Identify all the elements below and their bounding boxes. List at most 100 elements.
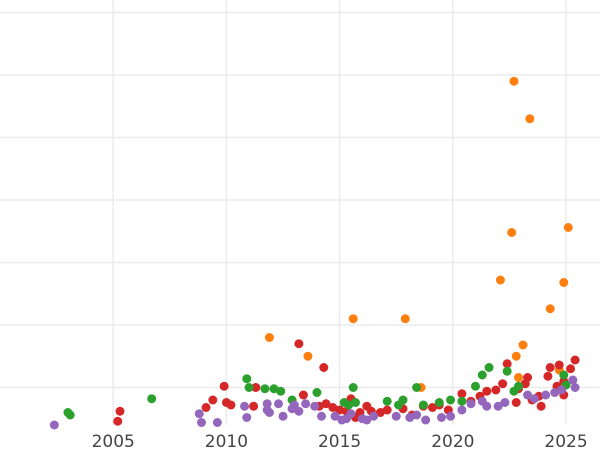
data-point	[457, 405, 467, 415]
data-point	[557, 385, 567, 395]
data-point	[294, 339, 304, 349]
data-point	[559, 370, 569, 380]
x-tick-label-2010: 2010	[205, 432, 248, 450]
data-point	[321, 399, 331, 409]
data-point	[421, 415, 431, 425]
x-tick-label-2025: 2025	[544, 432, 587, 450]
data-point	[570, 383, 580, 392]
data-point	[418, 400, 428, 410]
data-point	[523, 373, 533, 382]
data-point	[303, 351, 313, 361]
data-point	[470, 381, 480, 391]
data-point	[269, 384, 279, 394]
x-tick-label-2005: 2005	[92, 432, 135, 450]
data-point	[194, 409, 204, 419]
data-point	[289, 400, 299, 410]
data-point	[536, 401, 546, 411]
data-point	[545, 304, 555, 314]
data-point	[65, 410, 75, 420]
data-point	[446, 411, 456, 421]
data-point	[113, 416, 123, 426]
data-point	[500, 398, 510, 407]
data-point	[298, 390, 308, 400]
x-tick-label-2020: 2020	[431, 432, 474, 450]
data-point	[525, 114, 535, 124]
data-point	[317, 411, 327, 421]
data-point	[457, 396, 467, 406]
data-point	[147, 394, 157, 404]
data-point	[511, 398, 521, 407]
data-point	[346, 409, 356, 419]
data-point	[273, 399, 283, 409]
data-point	[382, 396, 392, 406]
data-point	[197, 418, 207, 427]
data-point	[260, 384, 270, 394]
data-point	[276, 386, 286, 396]
data-point	[491, 385, 501, 395]
data-point	[563, 223, 573, 232]
data-point	[330, 411, 340, 421]
data-point	[219, 381, 229, 391]
data-point	[457, 389, 467, 399]
data-point	[350, 398, 360, 407]
data-point	[335, 405, 345, 415]
data-point	[348, 314, 358, 324]
data-point	[49, 420, 59, 430]
data-point	[502, 359, 512, 369]
data-point	[310, 401, 320, 411]
data-point	[482, 401, 492, 411]
data-point	[498, 379, 508, 389]
data-point	[244, 383, 254, 392]
data-point	[278, 411, 288, 421]
data-point	[391, 411, 401, 421]
data-point	[566, 364, 576, 374]
data-point	[262, 399, 272, 409]
data-point	[513, 373, 523, 382]
data-point	[328, 403, 338, 412]
x-axis-ticks: 2005 2010 2015 2020 2025	[92, 432, 588, 450]
grid-lines	[0, 0, 600, 425]
data-point	[319, 363, 329, 372]
data-point	[251, 383, 261, 392]
data-point	[344, 400, 354, 410]
data-point	[482, 386, 492, 396]
data-point	[362, 415, 372, 425]
data-point	[208, 395, 218, 405]
data-point	[348, 383, 358, 392]
data-point	[523, 390, 533, 400]
data-point	[543, 371, 553, 381]
data-point	[212, 418, 222, 427]
data-point	[398, 395, 408, 405]
data-point	[434, 398, 444, 407]
data-point	[511, 351, 521, 361]
data-point	[375, 408, 385, 417]
data-point	[466, 399, 476, 409]
data-point	[427, 403, 437, 412]
data-point	[446, 395, 456, 405]
data-point	[412, 410, 422, 420]
data-point	[568, 375, 578, 385]
data-point	[493, 401, 503, 411]
data-point	[294, 406, 304, 416]
data-point	[477, 370, 487, 380]
x-tick-label-2015: 2015	[318, 432, 361, 450]
data-point	[312, 388, 322, 397]
data-point	[437, 413, 447, 422]
data-point	[412, 383, 422, 392]
data-point	[115, 406, 125, 416]
data-point	[541, 390, 551, 400]
data-point	[242, 413, 252, 422]
data-point	[545, 363, 555, 372]
data-point	[529, 394, 539, 404]
data-point	[226, 400, 236, 410]
data-point	[502, 366, 512, 376]
data-point	[554, 360, 564, 370]
data-point	[550, 388, 560, 397]
data-point	[495, 275, 505, 285]
data-point	[513, 381, 523, 391]
data-points	[49, 76, 580, 430]
data-point	[518, 340, 528, 350]
data-point	[242, 374, 252, 384]
data-point	[369, 411, 379, 421]
